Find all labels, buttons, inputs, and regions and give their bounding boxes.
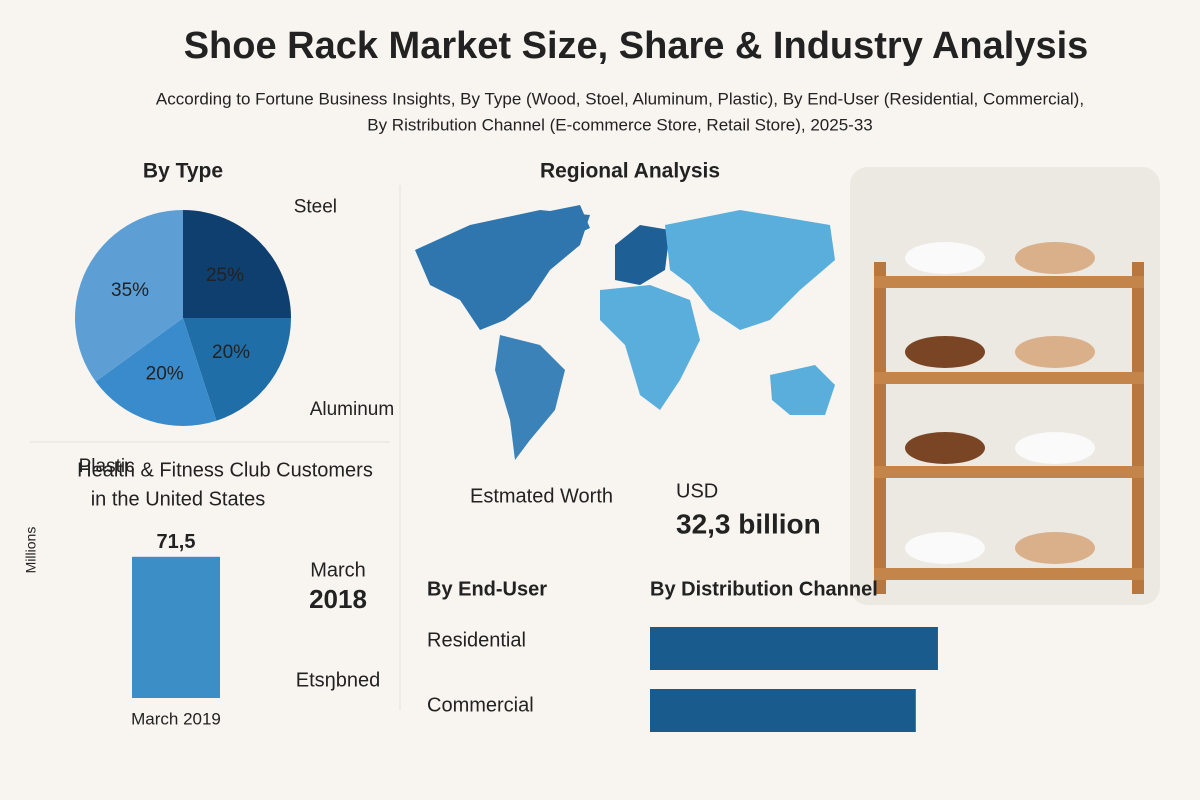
hbar-category-label: Commercial <box>427 694 534 716</box>
subtitle: According to Fortune Business Insights, … <box>156 89 1084 108</box>
europe <box>615 225 670 285</box>
annotation: March <box>310 559 366 581</box>
bar-title: Health & Fitness Club Customers <box>77 459 373 481</box>
rack-shelf <box>874 466 1144 478</box>
pie-value-label: 20% <box>146 364 184 385</box>
shoe <box>1015 336 1095 368</box>
region-title: Regional Analysis <box>540 160 720 183</box>
worth-label: Estmated Worth <box>470 485 613 507</box>
annotation: 2018 <box>309 584 367 614</box>
pie-slice <box>183 210 291 318</box>
title: Shoe Rack Market Size, Share & Industry … <box>184 25 1089 67</box>
africa <box>600 285 700 410</box>
rack-post <box>874 262 886 594</box>
pie-slice <box>183 318 291 421</box>
asia <box>665 210 835 330</box>
currency: USD <box>676 480 718 502</box>
australia <box>770 365 835 415</box>
rack-post <box>1132 262 1144 594</box>
pie-value-label: 25% <box>206 265 244 286</box>
hbar-y-title: By End-User <box>427 578 547 600</box>
pie-value-label: 20% <box>212 342 250 363</box>
rack-shelf <box>874 568 1144 580</box>
pie-title: By Type <box>143 160 223 183</box>
shoe <box>1015 242 1095 274</box>
hbar <box>650 689 916 732</box>
shoe <box>1015 532 1095 564</box>
y-axis-label: Millions <box>23 527 39 574</box>
greenland <box>545 205 590 240</box>
annotation: Etsŋbned <box>296 669 381 691</box>
pie-category-label: Steel <box>294 196 337 217</box>
pie-slice <box>75 210 183 382</box>
hbar-category-label: Residential <box>427 629 526 651</box>
bar <box>132 556 220 698</box>
shoe <box>905 242 985 274</box>
pie-category-label: Aluminum <box>310 399 394 420</box>
shoe <box>905 336 985 368</box>
world-map <box>415 205 835 460</box>
pie-category-label: Plastic <box>79 456 135 477</box>
hbar-title: By Distribution Channel <box>650 578 878 600</box>
hbar <box>650 627 938 670</box>
rack-shelf <box>874 372 1144 384</box>
shoe-rack-photo <box>850 167 1160 605</box>
shoe <box>905 432 985 464</box>
south-america <box>495 335 565 460</box>
shoe <box>905 532 985 564</box>
pie-value-label: 35% <box>111 280 149 301</box>
shoe <box>1015 432 1095 464</box>
worth-value: 32,3 billion <box>676 508 821 539</box>
pie-slice <box>95 318 217 426</box>
bar-value-label: 71,5 <box>157 531 196 553</box>
subtitle: By Ristribution Channel (E-commerce Stor… <box>367 115 873 134</box>
bar-title: in the United States <box>91 488 266 510</box>
north-america <box>415 210 590 330</box>
photo-frame <box>850 167 1160 605</box>
x-tick-label: March 2019 <box>131 709 221 728</box>
rack-shelf <box>874 276 1144 288</box>
